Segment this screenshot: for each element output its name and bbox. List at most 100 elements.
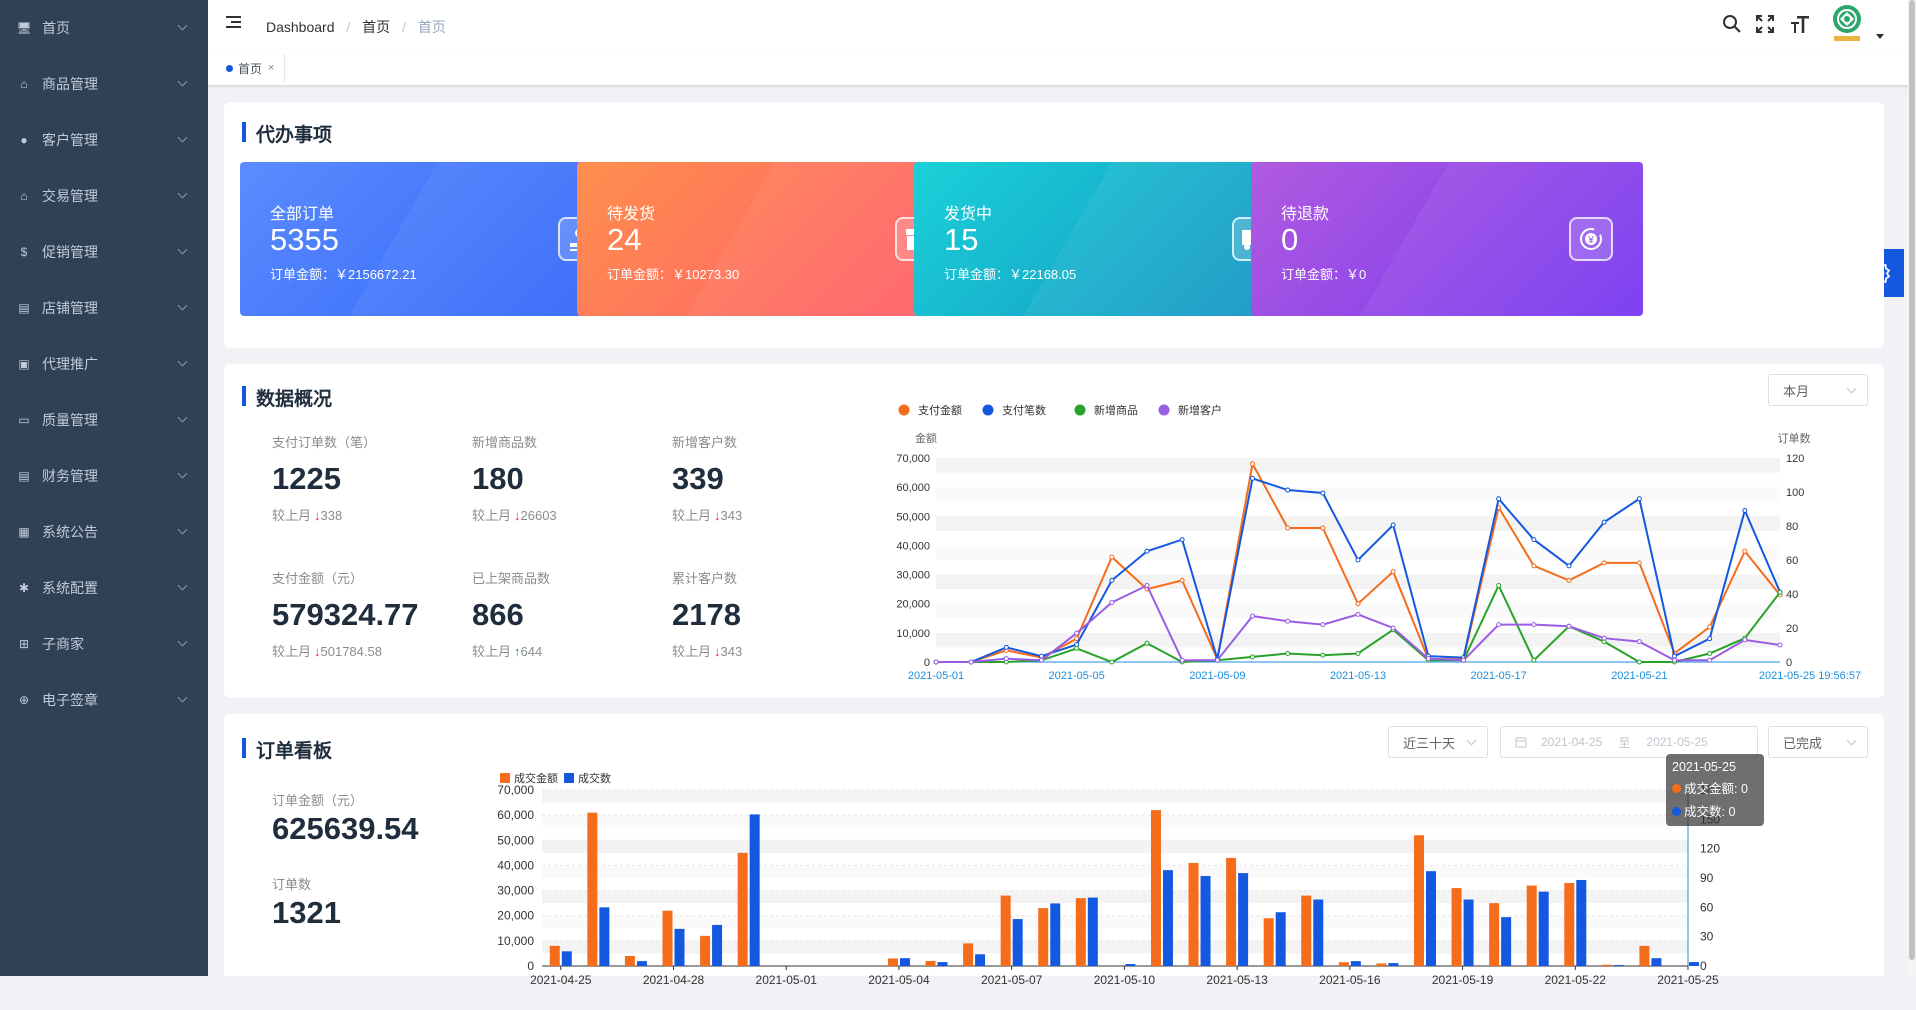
stat-value: 866	[472, 597, 524, 632]
stat-label: 支付金额（元）	[272, 571, 364, 586]
todo-card-2[interactable]: 发货中 15 订单金额：￥22168.05	[914, 162, 1306, 316]
scrollbar[interactable]	[1908, 0, 1916, 976]
data-point	[968, 659, 974, 665]
gear-icon: ✱	[18, 581, 30, 595]
y2-tick-label: 60	[1786, 555, 1798, 567]
data-point	[1003, 644, 1009, 650]
data-point	[1601, 519, 1607, 525]
card-value: 0	[1281, 222, 1299, 257]
data-point	[1390, 625, 1396, 631]
briefcase-icon: ▣	[18, 357, 30, 371]
legend-marker	[982, 404, 994, 416]
sidebar-item-4[interactable]: $ 促销管理	[0, 224, 208, 280]
grid-band	[936, 458, 1780, 473]
card-title: 待退款	[1281, 206, 1330, 223]
sidebar-item-2[interactable]: ● 客户管理	[0, 112, 208, 168]
chevron-down-icon	[177, 468, 188, 479]
stat-5: 累计客户数 2178 较上月 ↓343	[672, 568, 852, 660]
sidebar-item-11[interactable]: ⊞ 子商家	[0, 616, 208, 672]
hamburger-icon[interactable]	[226, 16, 241, 29]
sidebar-item-8[interactable]: ▤ 财务管理	[0, 448, 208, 504]
y-tick-label: 70,000	[896, 453, 930, 465]
data-point	[1179, 577, 1185, 583]
sidebar-item-7[interactable]: ▭ 质量管理	[0, 392, 208, 448]
data-point	[1672, 657, 1677, 663]
card-amount: 订单金额：￥2156672.21	[270, 267, 417, 282]
date-range-picker[interactable]: 2021-04-25 至 2021-05-25	[1500, 726, 1758, 758]
sidebar-item-label: 系统配置	[42, 580, 98, 596]
arrow-down-icon: ↓	[314, 508, 321, 523]
data-point	[1250, 461, 1255, 467]
grid-band	[542, 815, 1688, 828]
data-point	[1496, 583, 1502, 588]
tooltip-marker	[1672, 807, 1681, 816]
status-select[interactable]: 已完成	[1768, 726, 1868, 758]
data-point	[1285, 651, 1291, 656]
data-point	[1390, 522, 1396, 528]
sidebar-item-10[interactable]: ✱ 系统配置	[0, 560, 208, 616]
bar-amount	[587, 812, 598, 966]
x-tick-label: 2021-05-13	[1330, 670, 1386, 682]
card-amount: 订单金额：￥0	[1281, 267, 1367, 282]
card-value: 24	[607, 222, 642, 257]
text-size-icon[interactable]	[1790, 15, 1810, 35]
tooltip-line2: 成交数: 0	[1684, 805, 1736, 819]
data-point	[1777, 589, 1783, 595]
stat-compare: 较上月	[472, 644, 512, 659]
stat-value: 579324.77	[272, 597, 419, 632]
todo-card-0[interactable]: 全部订单 5355 订单金额：￥2156672.21	[240, 162, 632, 316]
box-icon: ▭	[18, 413, 30, 427]
chevron-down-icon	[177, 692, 188, 703]
range-select[interactable]: 近三十天	[1388, 726, 1488, 758]
orders-title: 订单看板	[242, 736, 332, 763]
breadcrumb-home[interactable]: 首页	[362, 19, 391, 35]
data-point	[1636, 639, 1642, 645]
monitor-icon: 🖥	[16, 21, 32, 35]
sidebar-item-3[interactable]: ⌂ 交易管理	[0, 168, 208, 224]
legend-label: 新增客户	[1178, 403, 1222, 417]
data-point	[1003, 656, 1009, 662]
todo-card-1[interactable]: 待发货 24 订单金额：￥10273.30	[577, 162, 969, 316]
date-to[interactable]: 2021-05-25	[1646, 735, 1708, 749]
sidebar-item-1[interactable]: ⌂ 商品管理	[0, 56, 208, 112]
data-point	[1074, 630, 1080, 636]
chevron-down-icon	[1466, 735, 1477, 746]
tag-home[interactable]: 首页 ×	[216, 54, 286, 82]
trade-icon: ⌂	[20, 189, 28, 203]
search-icon[interactable]	[1722, 14, 1742, 34]
data-point	[1601, 560, 1607, 566]
stat-compare: 较上月	[272, 508, 312, 523]
data-point	[1144, 640, 1150, 646]
sidebar-item-0[interactable]: 🖥 首页	[0, 0, 208, 56]
data-point	[1250, 654, 1255, 660]
data-point	[1320, 622, 1326, 628]
data-point	[1320, 525, 1326, 531]
bar-count	[1012, 919, 1023, 966]
x-tick-label: 2021-05-13	[1206, 973, 1268, 987]
todo-card-3[interactable]: 待退款 0 订单金额：￥0 ¥	[1251, 162, 1643, 316]
bar-amount	[887, 958, 898, 966]
y-tick-label: 50,000	[497, 833, 534, 847]
sidebar-item-6[interactable]: ▣ 代理推广	[0, 336, 208, 392]
sidebar-item-9[interactable]: ▦ 系统公告	[0, 504, 208, 560]
data-point	[1425, 656, 1431, 662]
bar-amount	[624, 955, 635, 966]
close-icon[interactable]: ×	[268, 62, 275, 74]
period-select[interactable]: 本月	[1768, 374, 1868, 406]
shopping-icon: ⌂	[20, 77, 28, 91]
caret-down-icon[interactable]	[1876, 34, 1884, 39]
avatar[interactable]	[1831, 4, 1863, 44]
data-point	[1144, 583, 1150, 588]
fullscreen-icon[interactable]	[1756, 15, 1774, 33]
y2-axis-title: 订单数	[1778, 432, 1811, 445]
data-point	[1039, 653, 1044, 659]
stat-value: 339	[672, 461, 724, 496]
breadcrumb-dashboard[interactable]: Dashboard	[266, 19, 335, 35]
sidebar-item-12[interactable]: ⊕ 电子签章	[0, 672, 208, 728]
bar-amount	[1639, 945, 1650, 966]
sidebar-item-5[interactable]: ▤ 店铺管理	[0, 280, 208, 336]
date-from[interactable]: 2021-04-25	[1541, 735, 1603, 749]
y-tick-label: 20,000	[896, 599, 930, 611]
sidebar-item-label: 子商家	[42, 636, 84, 652]
